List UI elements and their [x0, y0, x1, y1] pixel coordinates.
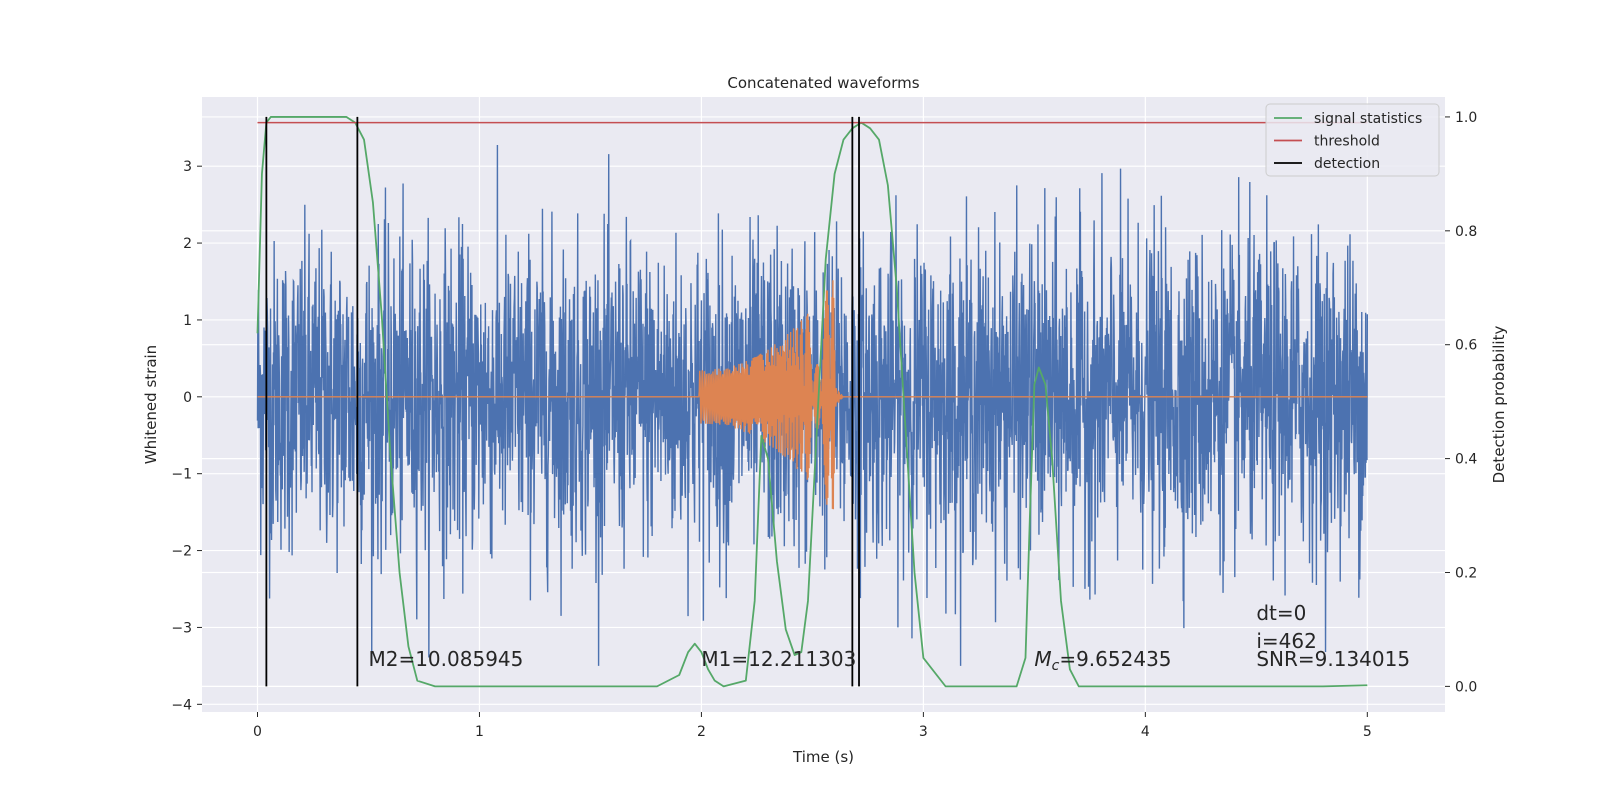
annotations: M2=10.085945 M1=12.211303 Mc=9.652435 dt=0 i…	[368, 601, 1410, 674]
y-left-tick-label: −1	[171, 467, 192, 483]
y-left-tick-label: 3	[183, 159, 192, 175]
y-left-tick-label: 0	[183, 390, 192, 406]
axes: 0 1 2 3 4 5 3 2 1 0 −1 −2 −3 −4 1.0 0.8 0.6 0.4 0.2 0.0 Conc…	[142, 74, 1508, 766]
y-left-tick-label: 1	[183, 313, 192, 329]
annotation-chirp-mass: Mc=9.652435	[1034, 647, 1171, 674]
legend-label: signal statistics	[1314, 111, 1422, 127]
signal-statistics-line	[256, 116, 1368, 688]
x-tick-label: 0	[253, 724, 262, 740]
template-waveform-line	[257, 280, 1368, 510]
y-right-tick-label: 0.6	[1455, 338, 1477, 354]
y-right-tick-label: 1.0	[1455, 110, 1477, 126]
x-tick-label: 5	[1363, 724, 1372, 740]
legend: signal statistics threshold detection	[1265, 103, 1440, 177]
y-left-tick-label: −3	[171, 620, 192, 636]
annotation-text: i=462	[1256, 629, 1317, 653]
y-left-tick-label: −2	[171, 544, 192, 560]
y-left-tick-label: 2	[183, 236, 192, 252]
legend-label: detection	[1314, 156, 1380, 172]
y-axis-label-left: Whitened strain	[142, 345, 160, 464]
annotation-text: SNR=9.134015	[1256, 647, 1410, 671]
y-right-tick-label: 0.0	[1455, 679, 1477, 695]
y-left-tick-label: −4	[171, 697, 192, 713]
annotation-text: dt=0	[1256, 601, 1306, 625]
strain-line	[256, 145, 1369, 666]
legend-label: threshold	[1314, 134, 1380, 150]
x-tick-label: 4	[1141, 724, 1150, 740]
legend-box	[1265, 103, 1440, 177]
x-tick-label: 3	[919, 724, 928, 740]
data-layer	[256, 116, 1369, 688]
y-right-tick-label: 0.4	[1455, 452, 1477, 468]
annotation-text: M2=10.085945	[368, 647, 523, 671]
y-right-tick-label: 0.8	[1455, 224, 1477, 240]
chart-title: Concatenated waveforms	[727, 74, 919, 92]
y-axis-label-right: Detection probability	[1490, 326, 1508, 484]
y-right-tick-label: 0.2	[1455, 565, 1477, 581]
x-tick-label: 2	[697, 724, 706, 740]
x-tick-label: 1	[475, 724, 484, 740]
annotation-text: M1=12.211303	[701, 647, 856, 671]
x-axis-label: Time (s)	[792, 748, 854, 766]
